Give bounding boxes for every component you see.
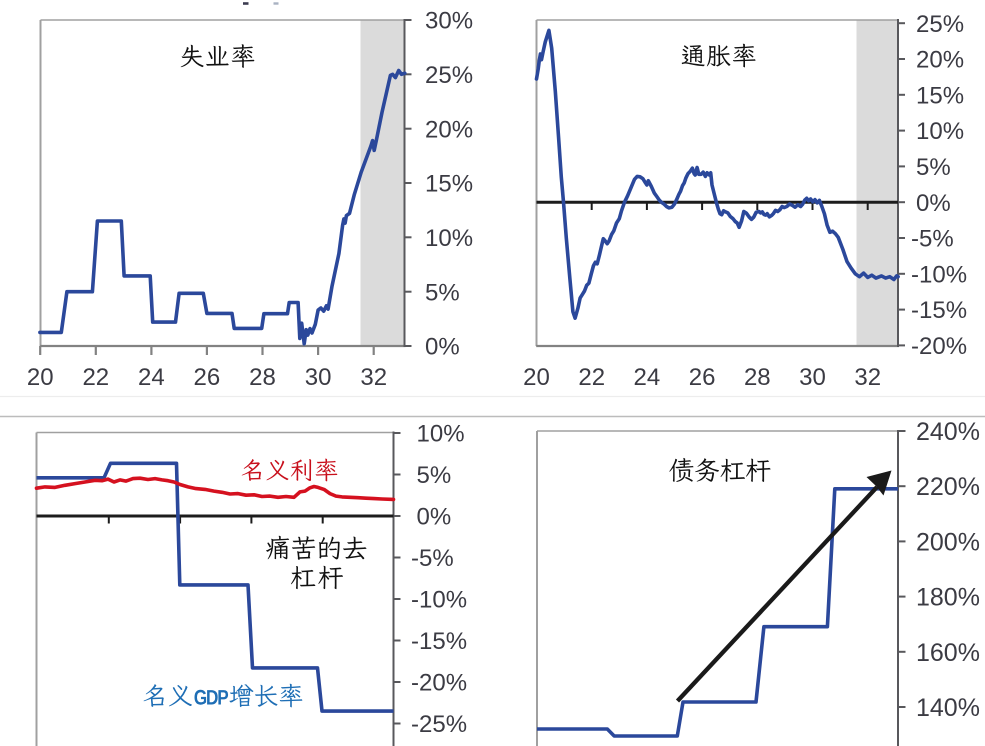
svg-text:25%: 25%	[916, 11, 964, 38]
svg-text:220%: 220%	[916, 473, 980, 501]
svg-text:22: 22	[578, 364, 605, 391]
svg-text:25%: 25%	[425, 62, 473, 89]
svg-text:20%: 20%	[916, 47, 964, 74]
svg-text:22: 22	[82, 364, 109, 391]
svg-text:20%: 20%	[425, 116, 473, 143]
svg-text:5%: 5%	[425, 279, 460, 306]
svg-text:-5%: -5%	[911, 226, 954, 253]
svg-text:-15%: -15%	[411, 628, 467, 655]
svg-text:0%: 0%	[425, 334, 460, 361]
svg-text:24: 24	[138, 364, 165, 391]
svg-text:240%: 240%	[916, 418, 980, 446]
svg-text:200%: 200%	[916, 528, 980, 556]
svg-text:15%: 15%	[916, 82, 964, 109]
svg-text:-10%: -10%	[911, 261, 967, 288]
svg-text:-15%: -15%	[911, 297, 967, 324]
svg-text:5%: 5%	[417, 462, 452, 489]
svg-text:32: 32	[360, 364, 387, 391]
svg-text:28: 28	[744, 364, 771, 391]
svg-text:20: 20	[523, 364, 550, 391]
svg-text:10%: 10%	[425, 225, 473, 252]
svg-text:0%: 0%	[916, 190, 951, 217]
svg-text:10%: 10%	[417, 421, 465, 448]
svg-text:-25%: -25%	[411, 711, 467, 738]
svg-text:20: 20	[27, 364, 54, 391]
svg-text:5%: 5%	[916, 154, 951, 181]
svg-text:26: 26	[689, 364, 716, 391]
svg-text:28: 28	[249, 364, 276, 391]
svg-text:180%: 180%	[916, 584, 980, 612]
svg-text:0%: 0%	[417, 504, 452, 531]
svg-text:-5%: -5%	[411, 545, 454, 572]
svg-text:10%: 10%	[916, 118, 964, 145]
svg-text:160%: 160%	[916, 639, 980, 667]
svg-text:26: 26	[194, 364, 221, 391]
svg-text:-20%: -20%	[411, 670, 467, 697]
svg-text:-20%: -20%	[911, 333, 967, 360]
svg-text:15%: 15%	[425, 171, 473, 198]
svg-text:24: 24	[634, 364, 661, 391]
svg-text:30%: 30%	[425, 8, 473, 35]
svg-text:-10%: -10%	[411, 587, 467, 614]
svg-text:32: 32	[854, 364, 881, 391]
svg-text:30: 30	[305, 364, 332, 391]
svg-text:140%: 140%	[916, 694, 980, 722]
svg-text:30: 30	[799, 364, 826, 391]
